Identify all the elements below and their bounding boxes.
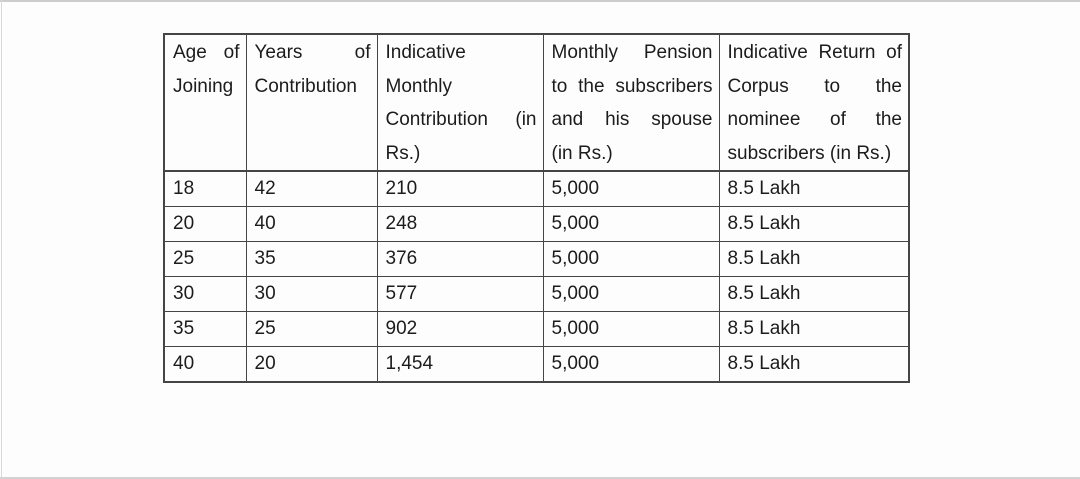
cell-pension: 5,000	[542, 170, 720, 207]
cell-age: 35	[163, 311, 247, 347]
cell-corpus: 8.5 Lakh	[718, 206, 910, 242]
header-line: Rs.)	[385, 142, 421, 164]
cell-age: 25	[163, 241, 247, 277]
cell-corpus: 8.5 Lakh	[718, 170, 910, 207]
header-line: subscribers (in Rs.)	[727, 142, 892, 164]
cell-years: 40	[245, 206, 378, 242]
cell-years: 25	[245, 311, 378, 347]
table-row: 30 30 577 5,000 8.5 Lakh	[163, 276, 910, 312]
cell-years: 35	[245, 241, 378, 277]
header-line: Indicative	[385, 42, 466, 63]
header-line: Years of	[254, 42, 371, 63]
cell-years: 42	[245, 170, 378, 207]
table-row: 18 42 210 5,000 8.5 Lakh	[163, 170, 910, 207]
cell-years: 30	[245, 276, 378, 312]
header-line: Age of	[173, 42, 240, 63]
cell-contribution: 376	[376, 241, 544, 277]
page-top-edge-line	[0, 0, 1080, 2]
table-row: 20 40 248 5,000 8.5 Lakh	[163, 206, 910, 242]
header-line: and his spouse	[551, 109, 713, 130]
cell-pension: 5,000	[542, 241, 720, 277]
col-header-age-of-joining: Age of Joining	[163, 33, 247, 172]
header-line: nominee of the	[727, 109, 903, 130]
table-row: 40 20 1,454 5,000 8.5 Lakh	[163, 346, 910, 383]
header-line: Joining	[173, 75, 234, 97]
cell-corpus: 8.5 Lakh	[718, 311, 910, 347]
cell-corpus: 8.5 Lakh	[718, 241, 910, 277]
header-line: Monthly	[385, 75, 453, 97]
pension-scheme-table: Age of Joining Years of Contribution Ind…	[163, 33, 910, 383]
col-header-indicative-return-of-corpus: Indicative Return of Corpus to the nomin…	[718, 33, 910, 172]
table-row: 25 35 376 5,000 8.5 Lakh	[163, 241, 910, 277]
header-line: Monthly Pension	[551, 42, 713, 63]
cell-pension: 5,000	[542, 311, 720, 347]
cell-contribution: 577	[376, 276, 544, 312]
cell-years: 20	[245, 346, 378, 383]
col-header-years-of-contribution: Years of Contribution	[245, 33, 378, 172]
col-header-monthly-pension: Monthly Pension to the subscribers and h…	[542, 33, 720, 172]
cell-pension: 5,000	[542, 346, 720, 383]
table-header: Age of Joining Years of Contribution Ind…	[163, 33, 910, 172]
header-line: to the subscribers	[551, 75, 713, 97]
page-bottom-edge-line	[0, 477, 1080, 479]
header-line: Contribution (in	[385, 109, 537, 130]
page-left-edge-line	[1, 0, 2, 479]
header-line: Contribution	[254, 75, 357, 97]
cell-pension: 5,000	[542, 206, 720, 242]
col-header-indicative-monthly-contribution: Indicative Monthly Contribution (in Rs.)	[376, 33, 544, 172]
table-row: 35 25 902 5,000 8.5 Lakh	[163, 311, 910, 347]
cell-corpus: 8.5 Lakh	[718, 276, 910, 312]
cell-corpus: 8.5 Lakh	[718, 346, 910, 383]
cell-age: 30	[163, 276, 247, 312]
header-line: (in Rs.)	[551, 142, 613, 164]
header-line: Indicative Return of	[727, 42, 903, 63]
cell-contribution: 248	[376, 206, 544, 242]
cell-contribution: 210	[376, 170, 544, 207]
cell-age: 18	[163, 170, 247, 207]
header-row: Age of Joining Years of Contribution Ind…	[163, 33, 910, 172]
cell-contribution: 902	[376, 311, 544, 347]
cell-contribution: 1,454	[376, 346, 544, 383]
cell-age: 40	[163, 346, 247, 383]
header-line: Corpus to the	[727, 75, 903, 97]
table-body: 18 42 210 5,000 8.5 Lakh 20 40 248 5,000…	[163, 170, 910, 383]
cell-age: 20	[163, 206, 247, 242]
cell-pension: 5,000	[542, 276, 720, 312]
